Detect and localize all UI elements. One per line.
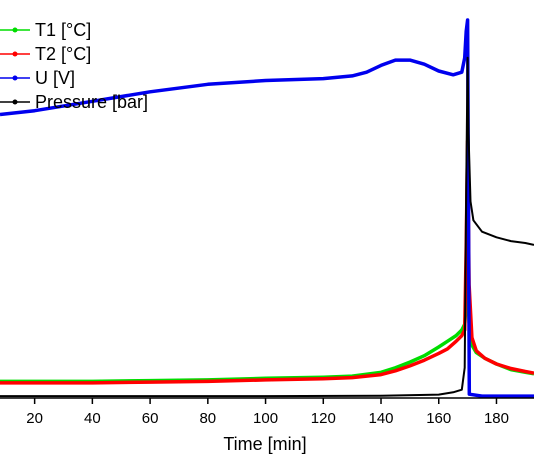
legend-label: Pressure [bar] <box>35 92 148 112</box>
legend-item-u-v: U [V] <box>0 68 75 88</box>
series-t2-c <box>0 139 534 385</box>
series-pressure-bar <box>0 56 534 398</box>
series-line-t1-c <box>0 282 534 384</box>
legend-label: U [V] <box>35 68 75 88</box>
legend-label: T1 [°C] <box>35 20 91 40</box>
x-tick-label: 160 <box>426 410 451 427</box>
x-axis-title: Time [min] <box>223 434 306 454</box>
series-t1-c <box>0 282 534 384</box>
legend-item-t2-c: T2 [°C] <box>0 44 91 64</box>
x-tick-label: 120 <box>311 410 336 427</box>
series-line-pressure-bar <box>0 56 534 398</box>
series-u-v <box>0 18 534 398</box>
x-tick-label: 80 <box>199 410 216 427</box>
legend-item-pressure-bar: Pressure [bar] <box>0 92 148 112</box>
x-tick-label: 60 <box>142 410 159 427</box>
x-ticks: 20 40 60 80 100 120 140 160 180 <box>26 398 509 427</box>
x-tick-label: 20 <box>26 410 43 427</box>
x-tick-label: 140 <box>369 410 394 427</box>
legend-label: T2 [°C] <box>35 44 91 64</box>
series-line-t2-c <box>0 139 534 385</box>
legend-swatch-marker <box>12 75 18 81</box>
legend-swatch-marker <box>12 27 18 33</box>
legend: T1 [°C] T2 [°C] U [V] Pressure [bar] <box>0 20 148 112</box>
x-tick-label: 40 <box>84 410 101 427</box>
legend-item-t1-c: T1 [°C] <box>0 20 91 40</box>
legend-swatch-marker <box>12 51 18 57</box>
series-layer <box>0 18 534 398</box>
x-tick-label: 180 <box>484 410 509 427</box>
legend-swatch-marker <box>12 99 18 105</box>
x-tick-label: 100 <box>253 410 278 427</box>
series-line-u-v <box>0 18 534 398</box>
